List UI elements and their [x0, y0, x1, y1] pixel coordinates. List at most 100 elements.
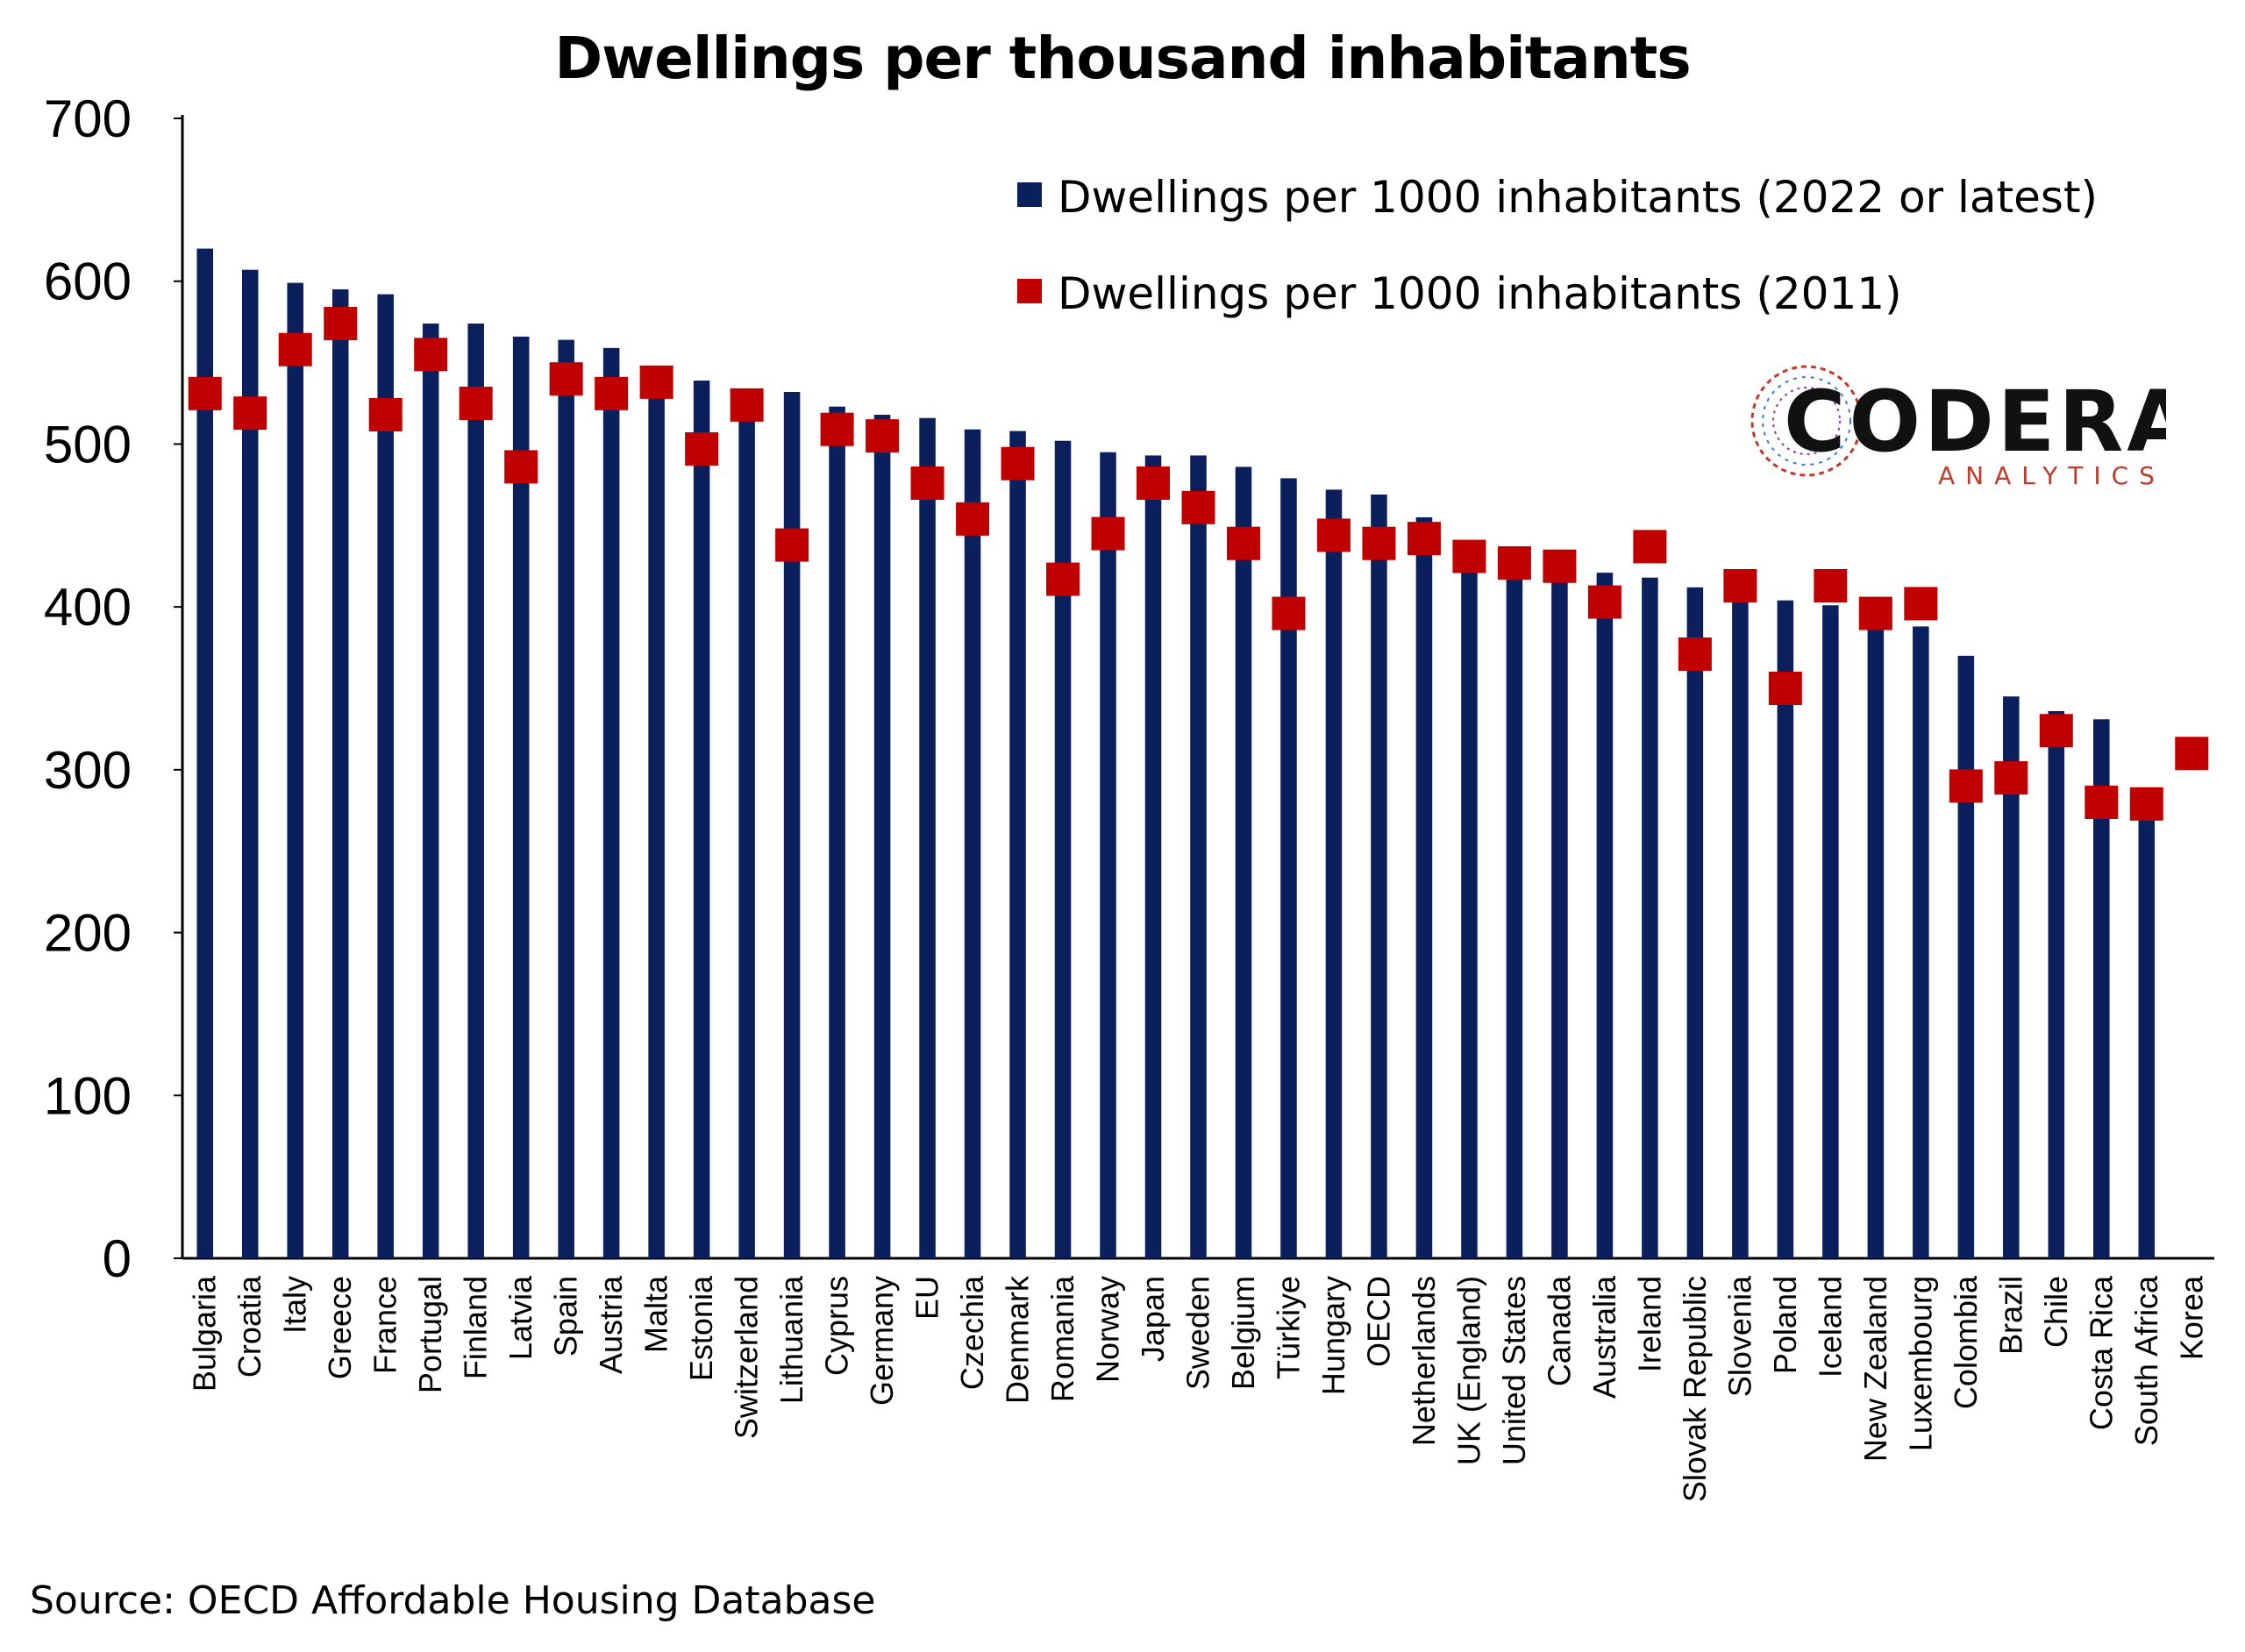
bar [1642, 577, 1658, 1258]
marker-point [2129, 787, 2163, 821]
category-label: Bulgaria [187, 1275, 223, 1392]
marker-point [1949, 769, 1983, 803]
category-label: OECD [1360, 1276, 1396, 1367]
marker-point [324, 307, 358, 340]
marker-point [278, 332, 312, 367]
bar [2003, 696, 2020, 1258]
chart-title: Dwellings per thousand inhabitants [554, 25, 1691, 92]
bar [422, 324, 439, 1258]
bar [1551, 561, 1568, 1258]
category-label: Croatia [232, 1275, 267, 1378]
category-label: UK (England) [1450, 1276, 1486, 1465]
bar [1777, 600, 1794, 1258]
bar [1596, 573, 1614, 1258]
category-label: Australia [1586, 1275, 1622, 1399]
markers-layer [188, 307, 2209, 821]
marker-point [459, 387, 493, 420]
bar [1190, 455, 1207, 1258]
category-label: Iceland [1812, 1276, 1848, 1378]
marker-point [1858, 596, 1892, 630]
marker-point [639, 365, 674, 399]
y-tick-label: 200 [44, 904, 132, 963]
marker-point [1091, 516, 1125, 551]
category-label: France [367, 1276, 403, 1374]
marker-point [1226, 526, 1260, 560]
bar [1686, 587, 1704, 1258]
category-label: South Africa [2128, 1275, 2164, 1446]
bar [2138, 801, 2156, 1258]
category-label: Japan [1135, 1276, 1171, 1362]
marker-point [368, 398, 403, 431]
bar [558, 339, 574, 1259]
codera-analytics-logo: CODERA ANALYTICS [1750, 365, 2166, 490]
category-label: Sweden [1180, 1276, 1216, 1390]
category-label: Latvia [502, 1275, 538, 1360]
bar [648, 377, 665, 1258]
marker-point [2175, 737, 2209, 771]
category-label: Slovak Republic [1677, 1276, 1713, 1502]
y-tick-label: 300 [44, 741, 132, 800]
y-tick-label: 100 [44, 1066, 132, 1125]
marker-point [188, 376, 222, 410]
bar [287, 282, 303, 1259]
source-note: Source: OECD Affordable Housing Database [30, 1578, 876, 1623]
y-tick-label: 600 [44, 253, 132, 311]
category-label: Lithuania [773, 1275, 809, 1404]
category-label: Korea [2173, 1275, 2209, 1360]
marker-point [1137, 466, 1171, 500]
bar [196, 248, 214, 1259]
marker-point [1543, 549, 1577, 583]
marker-point [1001, 446, 1035, 481]
bar [1235, 466, 1252, 1258]
bar [602, 347, 620, 1258]
marker-point [1678, 637, 1712, 671]
category-label: Canada [1541, 1275, 1577, 1386]
category-label: Türkiye [1270, 1276, 1306, 1379]
category-label: Czechia [954, 1275, 990, 1390]
marker-point [730, 388, 764, 422]
logo-circle-mark [1750, 365, 1863, 477]
marker-point [233, 396, 267, 431]
logo-word: CODERA [1784, 373, 2166, 471]
bars-layer [196, 248, 2156, 1259]
bar [738, 400, 755, 1258]
bar [1325, 489, 1343, 1258]
category-label: Ireland [1631, 1276, 1667, 1372]
marker-point [820, 412, 854, 446]
category-label: Brazil [1992, 1276, 2028, 1355]
category-label: Costa Rica [2083, 1275, 2119, 1430]
bar [1867, 620, 1885, 1258]
bar [1054, 440, 1072, 1258]
bar [1913, 626, 1929, 1258]
marker-point [595, 376, 629, 410]
category-label: New Zealand [1857, 1276, 1893, 1462]
category-label: Hungary [1315, 1276, 1351, 1395]
category-label: EU [909, 1276, 945, 1320]
category-label: Colombia [1948, 1275, 1984, 1409]
category-label: Romania [1044, 1275, 1080, 1402]
legend: Dwellings per 1000 inhabitants (2022 or … [1017, 172, 2098, 319]
bar [873, 415, 891, 1258]
marker-point [1814, 569, 1848, 602]
bar [1280, 478, 1297, 1258]
category-label: Luxembourg [1902, 1276, 1938, 1451]
marker-point [1407, 522, 1441, 556]
marker-point [956, 502, 990, 536]
bar [1822, 605, 1839, 1258]
y-tick-label: 400 [44, 578, 132, 637]
marker-point [1046, 562, 1080, 596]
bar [241, 269, 259, 1258]
category-labels: Bulgaria Croatia Italy Greece France Portugal… [187, 1275, 2210, 1502]
category-label: Austria [593, 1275, 629, 1374]
bar [377, 294, 394, 1259]
category-label: Chile [2038, 1276, 2074, 1348]
marker-point [1181, 490, 1215, 524]
bar [783, 392, 801, 1258]
category-label: Estonia [683, 1275, 719, 1381]
legend-label-marker: Dwellings per 1000 inhabitants (2011) [1058, 268, 1902, 319]
bar [331, 289, 349, 1258]
marker-point [1768, 672, 1802, 705]
category-label: Malta [638, 1275, 674, 1353]
bar [2093, 719, 2110, 1258]
